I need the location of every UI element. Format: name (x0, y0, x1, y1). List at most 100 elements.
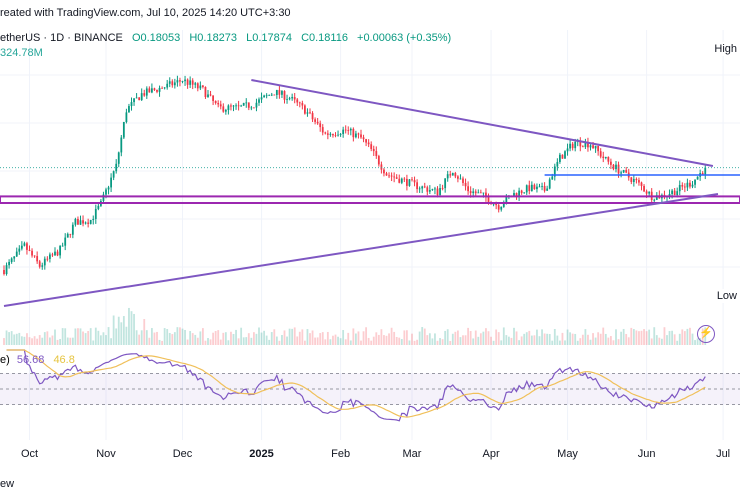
candle (492, 203, 495, 205)
candle (309, 112, 311, 114)
x-tick-label: Feb (331, 448, 351, 460)
volume-bar (446, 329, 449, 345)
low-edge-label: Low (713, 289, 740, 303)
candle (219, 104, 222, 107)
volume-bar (237, 338, 240, 345)
volume-bar (666, 335, 668, 345)
volume-bar (10, 331, 13, 345)
candle (418, 188, 421, 190)
candle (426, 187, 429, 192)
volume-bar (112, 315, 115, 345)
candle (89, 220, 92, 224)
volume-bar (513, 327, 515, 345)
chart-overlays (0, 79, 740, 307)
candle (158, 87, 161, 92)
volume-bar (49, 337, 51, 345)
candle (385, 173, 388, 176)
candle (189, 80, 192, 85)
volume-bar (472, 338, 475, 345)
candle (79, 220, 82, 225)
candle (184, 79, 186, 82)
volume-bar (406, 330, 408, 345)
volume-bar (66, 337, 69, 345)
candle (173, 82, 176, 86)
candle (275, 90, 278, 95)
volume-bar (268, 339, 271, 345)
volume-bar (658, 337, 661, 345)
volume-bar (395, 336, 398, 345)
candle (640, 182, 643, 186)
volume-bar (158, 339, 161, 345)
volume-bar (380, 329, 383, 345)
volume-value: 324.78M (0, 47, 43, 59)
volume-bar (122, 316, 125, 345)
volume-bar (77, 328, 79, 345)
candle (393, 176, 396, 178)
volume-bar (283, 330, 286, 345)
candle (296, 99, 299, 103)
candle (479, 192, 482, 194)
candle (472, 191, 475, 194)
volume-bar (508, 336, 510, 345)
volume-bar (431, 338, 434, 345)
volume-bar (579, 338, 582, 345)
volume-bar (133, 313, 135, 345)
volume-bar (286, 336, 288, 345)
candle (304, 105, 306, 114)
volume-bar (204, 340, 207, 345)
volume-bar (227, 340, 230, 345)
candle (270, 94, 273, 96)
candle (423, 186, 426, 188)
rsi-legend[interactable]: e) 56.68 46.8 (0, 354, 75, 366)
volume-bar (439, 338, 441, 345)
candle (209, 94, 212, 96)
candle (671, 190, 673, 195)
symbol-label[interactable]: etherUS · 1D · BINANCE (0, 32, 123, 44)
candle (632, 179, 635, 182)
volume-bar (258, 327, 260, 345)
volume-bar (469, 331, 472, 345)
candle (449, 174, 452, 176)
volume-bar (495, 329, 498, 345)
candle (574, 141, 577, 149)
candle (278, 90, 281, 95)
candle (196, 83, 199, 89)
candle (497, 205, 500, 210)
candle (372, 148, 375, 152)
candle (431, 189, 434, 191)
volume-bar (79, 328, 82, 345)
candle (199, 85, 202, 89)
candle (306, 112, 309, 114)
descending-trendline (251, 79, 714, 167)
volume-bar (441, 339, 444, 345)
volume-bar (143, 319, 146, 345)
candle (337, 134, 339, 136)
volume-bar (357, 331, 360, 345)
volume-bar (502, 327, 505, 345)
volume-bar (640, 330, 643, 345)
candle (513, 193, 515, 197)
candle (191, 80, 194, 85)
volume-bar (497, 332, 500, 345)
volume-bar (653, 327, 656, 345)
candle (273, 94, 276, 96)
candle (375, 151, 378, 157)
x-tick-label: Mar (402, 448, 422, 460)
volume-bar (485, 328, 487, 345)
candle (151, 88, 153, 93)
candle (347, 130, 350, 131)
lightning-icon[interactable]: ⚡ (697, 325, 715, 343)
candle (439, 187, 441, 195)
volume-bar (255, 333, 258, 345)
candle (553, 166, 556, 177)
volume-bar (275, 336, 278, 345)
volume-bar (138, 334, 141, 345)
candle (71, 224, 74, 235)
volume-bar (97, 330, 100, 345)
candle (8, 261, 10, 266)
volume-bar (43, 332, 46, 345)
candle (102, 194, 105, 201)
candle (23, 243, 26, 246)
low-value: L0.17874 (246, 32, 292, 44)
